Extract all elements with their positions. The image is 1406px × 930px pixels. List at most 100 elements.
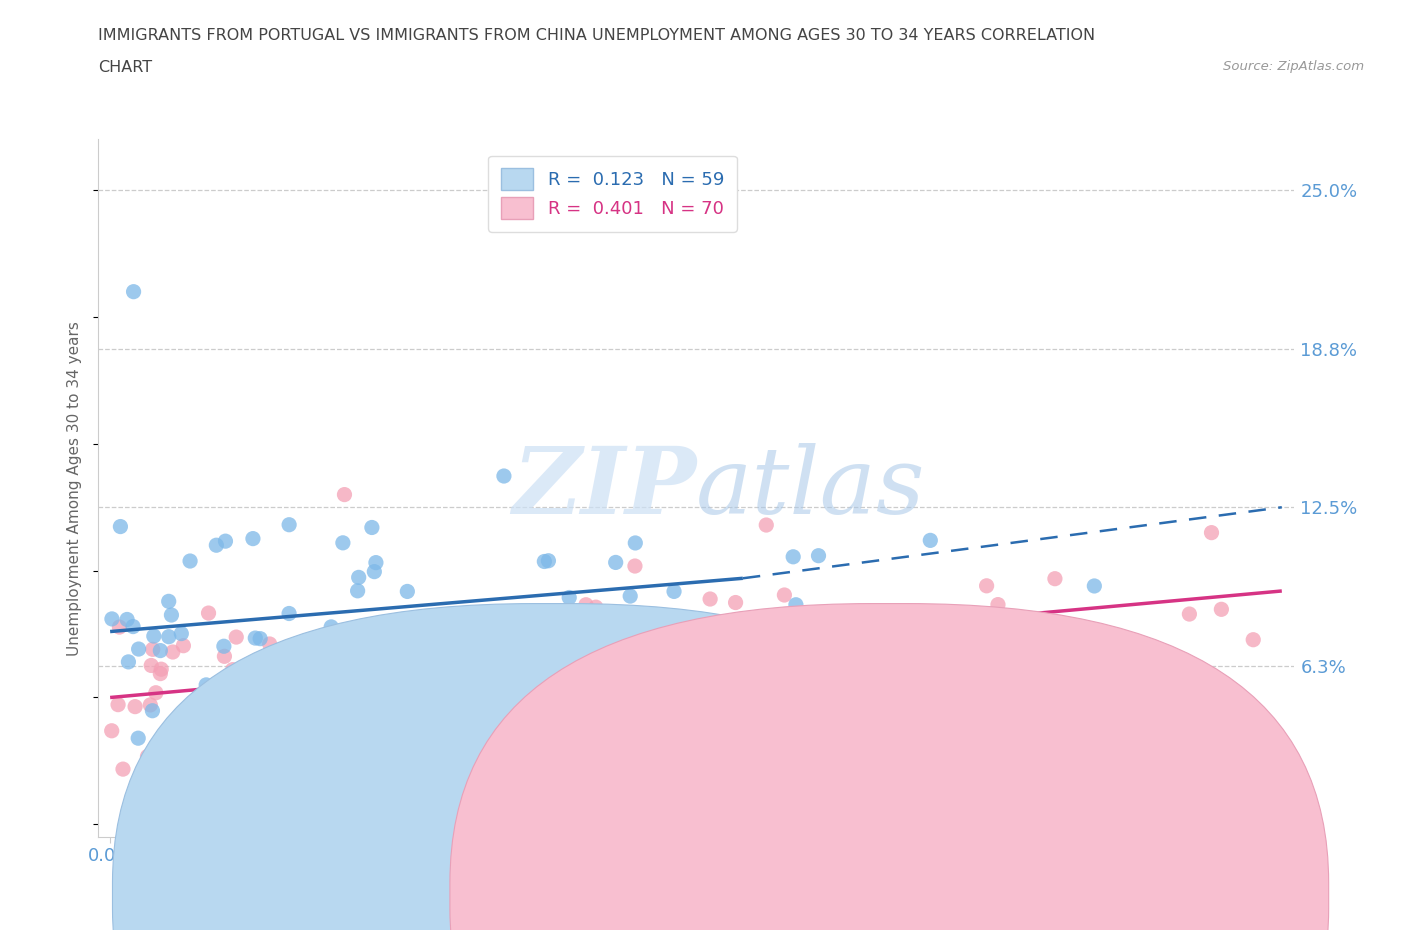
- Point: [724, 595, 747, 610]
- Point: [423, 652, 446, 667]
- Point: [662, 584, 685, 599]
- Point: [488, 730, 510, 745]
- Point: [1043, 571, 1066, 586]
- Point: [139, 698, 162, 712]
- Point: [360, 520, 382, 535]
- Point: [208, 718, 231, 733]
- Point: [558, 590, 581, 604]
- Point: [179, 553, 201, 568]
- Point: [149, 644, 172, 658]
- Point: [240, 721, 263, 736]
- Point: [170, 626, 193, 641]
- Point: [172, 638, 194, 653]
- Y-axis label: Unemployment Among Ages 30 to 34 years: Unemployment Among Ages 30 to 34 years: [67, 321, 83, 656]
- Point: [437, 644, 460, 658]
- Point: [108, 619, 131, 634]
- Point: [820, 702, 842, 717]
- Point: [624, 559, 647, 574]
- Point: [290, 706, 312, 721]
- Point: [519, 706, 541, 721]
- Text: CHART: CHART: [98, 60, 152, 75]
- Point: [111, 762, 134, 777]
- Point: [259, 636, 281, 651]
- Point: [621, 631, 644, 646]
- Point: [1052, 621, 1074, 636]
- Point: [619, 589, 641, 604]
- Point: [333, 487, 356, 502]
- Point: [128, 642, 150, 657]
- Point: [533, 554, 555, 569]
- Point: [347, 570, 370, 585]
- Point: [214, 649, 236, 664]
- Point: [162, 745, 184, 760]
- Point: [100, 724, 122, 738]
- Point: [141, 658, 163, 673]
- Point: [110, 519, 132, 534]
- Text: ZIP: ZIP: [512, 444, 696, 533]
- Point: [697, 666, 720, 681]
- Point: [585, 600, 607, 615]
- Legend: R =  0.123   N = 59, R =  0.401   N = 70: R = 0.123 N = 59, R = 0.401 N = 70: [488, 155, 737, 232]
- Point: [124, 699, 146, 714]
- Point: [412, 612, 434, 627]
- Point: [136, 749, 159, 764]
- Point: [162, 644, 184, 659]
- Point: [195, 677, 218, 692]
- Point: [380, 620, 402, 635]
- Point: [1031, 660, 1053, 675]
- Point: [1201, 525, 1223, 540]
- Point: [142, 629, 165, 644]
- Point: [197, 605, 219, 620]
- Text: Immigrants from China: Immigrants from China: [914, 888, 1099, 903]
- Point: [613, 663, 636, 678]
- Point: [755, 518, 778, 533]
- Point: [987, 597, 1010, 612]
- Point: [773, 588, 796, 603]
- Text: IMMIGRANTS FROM PORTUGAL VS IMMIGRANTS FROM CHINA UNEMPLOYMENT AMONG AGES 30 TO : IMMIGRANTS FROM PORTUGAL VS IMMIGRANTS F…: [98, 28, 1095, 43]
- Point: [364, 555, 387, 570]
- Point: [1083, 578, 1105, 593]
- Point: [150, 662, 173, 677]
- Point: [669, 707, 692, 722]
- Point: [346, 583, 368, 598]
- Point: [1178, 606, 1201, 621]
- Point: [575, 597, 598, 612]
- Point: [157, 594, 180, 609]
- Point: [122, 619, 145, 634]
- Point: [142, 642, 165, 657]
- Point: [299, 677, 322, 692]
- Point: [583, 617, 606, 631]
- Point: [976, 578, 998, 593]
- Point: [742, 626, 765, 641]
- Point: [222, 662, 245, 677]
- Point: [785, 597, 807, 612]
- Point: [260, 668, 283, 683]
- Point: [127, 731, 149, 746]
- Point: [115, 612, 138, 627]
- Point: [920, 533, 942, 548]
- Point: [891, 701, 914, 716]
- Text: atlas: atlas: [696, 444, 925, 533]
- Point: [205, 538, 228, 552]
- Point: [699, 591, 721, 606]
- Point: [314, 631, 336, 646]
- Point: [600, 618, 623, 632]
- Point: [409, 613, 432, 628]
- Point: [337, 640, 360, 655]
- Point: [222, 707, 245, 722]
- Point: [243, 681, 266, 696]
- Point: [547, 628, 569, 643]
- Point: [1107, 657, 1129, 671]
- Point: [321, 619, 343, 634]
- Point: [285, 650, 308, 665]
- Point: [145, 685, 167, 700]
- Point: [214, 534, 236, 549]
- Point: [225, 630, 247, 644]
- Point: [363, 565, 385, 579]
- Point: [249, 710, 271, 724]
- Point: [149, 666, 172, 681]
- Point: [782, 550, 804, 565]
- Point: [332, 536, 354, 551]
- Text: Source: ZipAtlas.com: Source: ZipAtlas.com: [1223, 60, 1364, 73]
- Point: [685, 659, 707, 674]
